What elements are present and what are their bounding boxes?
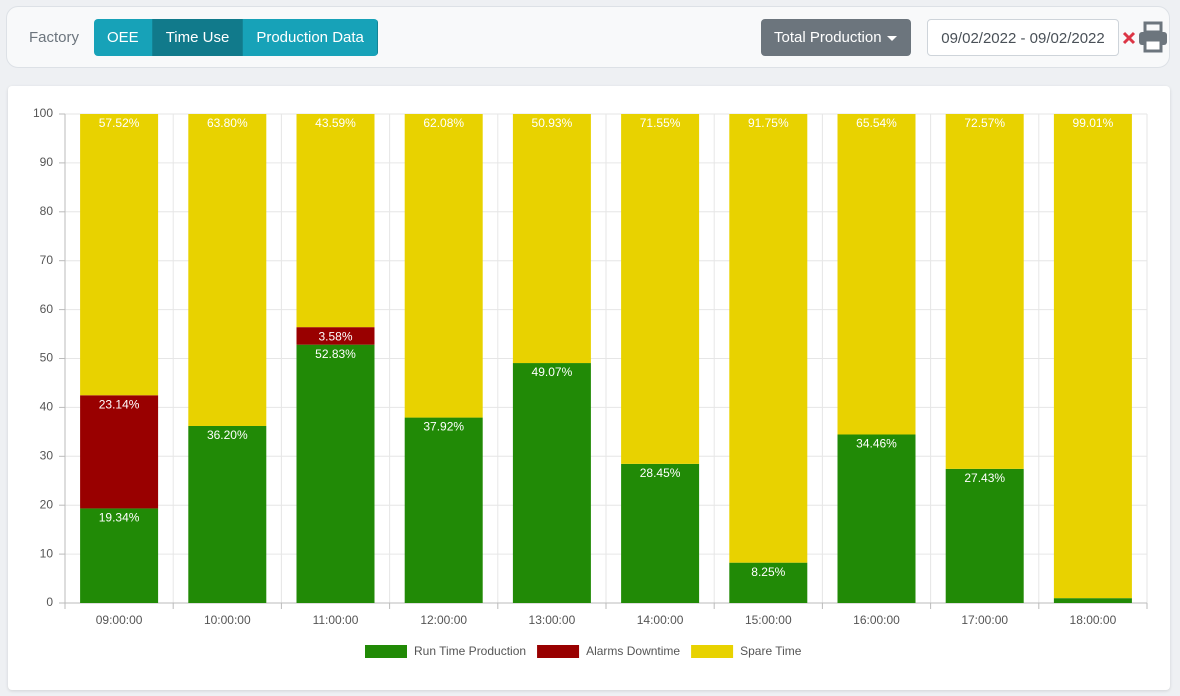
y-tick-label: 80: [40, 204, 54, 218]
toolbar: Factory OEE Time Use Production Data Tot…: [6, 6, 1170, 68]
tab[interactable]: Time Use: [152, 19, 244, 56]
x-tick-label: 17:00:00: [961, 613, 1008, 627]
bar-segment: [945, 468, 1024, 603]
legend-swatch: [537, 645, 580, 658]
value-label: 23.14%: [99, 397, 140, 411]
tab[interactable]: OEE: [94, 19, 153, 56]
y-tick-label: 10: [40, 546, 54, 560]
legend-label: Spare Time: [740, 644, 802, 658]
x-tick-label: 11:00:00: [313, 613, 359, 627]
value-label: 65.54%: [856, 116, 897, 130]
bar-segment: [188, 425, 267, 603]
x-tick-label: 12:00:00: [420, 613, 467, 627]
print-icon[interactable]: [1137, 21, 1169, 53]
value-label: 3.58%: [318, 329, 352, 343]
bar-segment: [1053, 598, 1132, 603]
bar-segment: [80, 114, 159, 396]
x-tick-label: 10:00:00: [204, 613, 251, 627]
bar-segment: [945, 114, 1024, 469]
bar-segment: [188, 114, 267, 426]
bar-segment: [80, 508, 159, 603]
y-tick-label: 90: [40, 155, 54, 169]
legend-label: Alarms Downtime: [586, 644, 680, 658]
value-label: 71.55%: [640, 116, 681, 130]
value-label: 43.59%: [315, 116, 356, 130]
bar-segment: [621, 463, 700, 603]
bar-segment: [296, 327, 375, 345]
bar-segment: [296, 114, 375, 328]
legend-label: Run Time Production: [414, 644, 526, 658]
clear-icon[interactable]: [1122, 31, 1136, 45]
value-label: 37.92%: [423, 420, 464, 434]
x-tick-label: 13:00:00: [529, 613, 576, 627]
bar-segment: [837, 114, 916, 435]
value-label: 99.01%: [1073, 116, 1114, 130]
tab-group: OEE Time Use Production Data: [94, 19, 378, 56]
value-label: 57.52%: [99, 116, 140, 130]
date-range[interactable]: 09/02/2022 - 09/02/2022: [927, 19, 1119, 56]
x-tick-label: 16:00:00: [853, 613, 900, 627]
y-tick-label: 100: [33, 106, 53, 120]
bar-segment: [296, 344, 375, 603]
legend-swatch: [691, 645, 734, 658]
value-label: 72.57%: [964, 116, 1005, 130]
bar-segment: [80, 395, 159, 509]
bar-segment: [512, 363, 591, 603]
value-label: 49.07%: [532, 365, 573, 379]
value-labels: 19.34% 23.14% 57.52% 36.20% 63.80% 52.83% 3.58…: [99, 116, 1114, 614]
legend-swatch: [365, 645, 407, 658]
bar-segment: [512, 114, 591, 364]
y-tick-label: 50: [40, 351, 54, 365]
value-label: 52.83%: [315, 347, 356, 361]
bar-segment: [404, 114, 483, 418]
bar-segment: [729, 114, 808, 563]
factory-label: Factory: [29, 29, 80, 46]
y-tick-label: 20: [40, 497, 54, 511]
value-label: 62.08%: [423, 116, 464, 130]
y-tick-label: 60: [40, 302, 54, 316]
x-tick-label: 15:00:00: [745, 613, 792, 627]
x-tick-label: 09:00:00: [96, 613, 143, 627]
value-label: 50.93%: [532, 116, 573, 130]
dropdown[interactable]: Total Production: [761, 19, 911, 56]
value-label: 0.99%: [1076, 600, 1110, 614]
y-tick-label: 70: [40, 253, 54, 267]
tab[interactable]: Production Data: [243, 19, 378, 56]
bar-segment: [837, 434, 916, 603]
value-label: 28.45%: [640, 466, 681, 480]
value-label: 91.75%: [748, 116, 789, 130]
value-label: 63.80%: [207, 116, 248, 130]
bar-segment: [1053, 114, 1132, 599]
bar-segment: [729, 562, 808, 603]
value-label: 27.43%: [964, 471, 1005, 485]
bar-segment: [404, 417, 483, 603]
value-label: 36.20%: [207, 428, 248, 442]
y-tick-label: 30: [40, 448, 54, 462]
x-tick-label: 18:00:00: [1070, 613, 1117, 627]
bar-segment: [621, 114, 700, 464]
value-label: 8.25%: [751, 565, 785, 579]
y-tick-label: 0: [46, 595, 53, 609]
value-label: 34.46%: [856, 437, 897, 451]
y-tick-label: 40: [40, 400, 54, 414]
x-tick-label: 14:00:00: [637, 613, 684, 627]
value-label: 19.34%: [99, 511, 140, 525]
